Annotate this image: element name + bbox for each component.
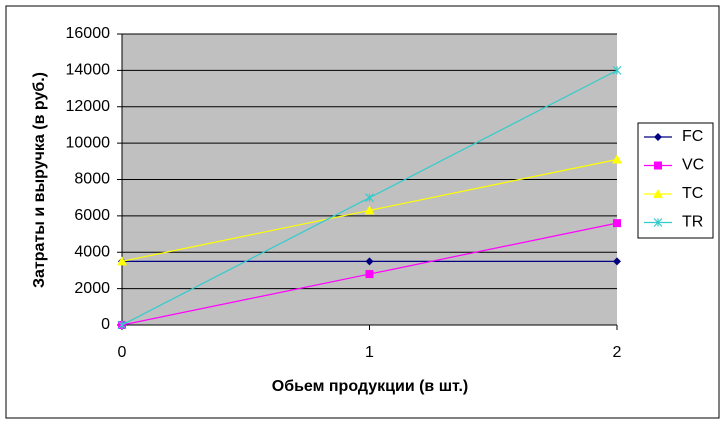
data-point [365, 270, 374, 279]
x-axis-title: Обьем продукции (в шт.) [272, 378, 469, 395]
data-point [365, 193, 374, 203]
y-axis-title: Затраты и выручка (в руб.) [31, 72, 48, 288]
y-tick-label: 12000 [66, 98, 111, 115]
x-tick-label: 1 [365, 344, 374, 361]
y-tick-label: 4000 [74, 243, 110, 260]
data-point [612, 154, 622, 164]
legend-label: VC [682, 157, 704, 174]
data-point [117, 320, 127, 330]
y-tick-label: 10000 [66, 134, 111, 151]
y-tick-label: 14000 [66, 62, 111, 79]
legend-marker [653, 218, 663, 227]
data-point [612, 65, 622, 75]
y-tick-label: 2000 [74, 280, 110, 297]
data-point [613, 257, 621, 266]
legend-label: TC [682, 185, 703, 202]
x-tick-label: 0 [118, 344, 127, 361]
y-tick-label: 6000 [74, 207, 110, 224]
legend-marker [653, 189, 663, 198]
data-point [365, 257, 374, 266]
data-point [613, 219, 621, 228]
y-tick-label: 8000 [74, 171, 110, 188]
legend-label: TR [682, 214, 703, 231]
legend-label: FC [682, 128, 703, 145]
y-tick-label: 0 [101, 316, 110, 333]
legend-marker [654, 133, 662, 141]
data-point [364, 205, 375, 215]
legend [637, 122, 714, 239]
data-point [117, 256, 127, 266]
x-tick-label: 2 [613, 344, 622, 361]
y-tick-label: 16000 [66, 25, 111, 42]
legend-marker [654, 161, 662, 170]
